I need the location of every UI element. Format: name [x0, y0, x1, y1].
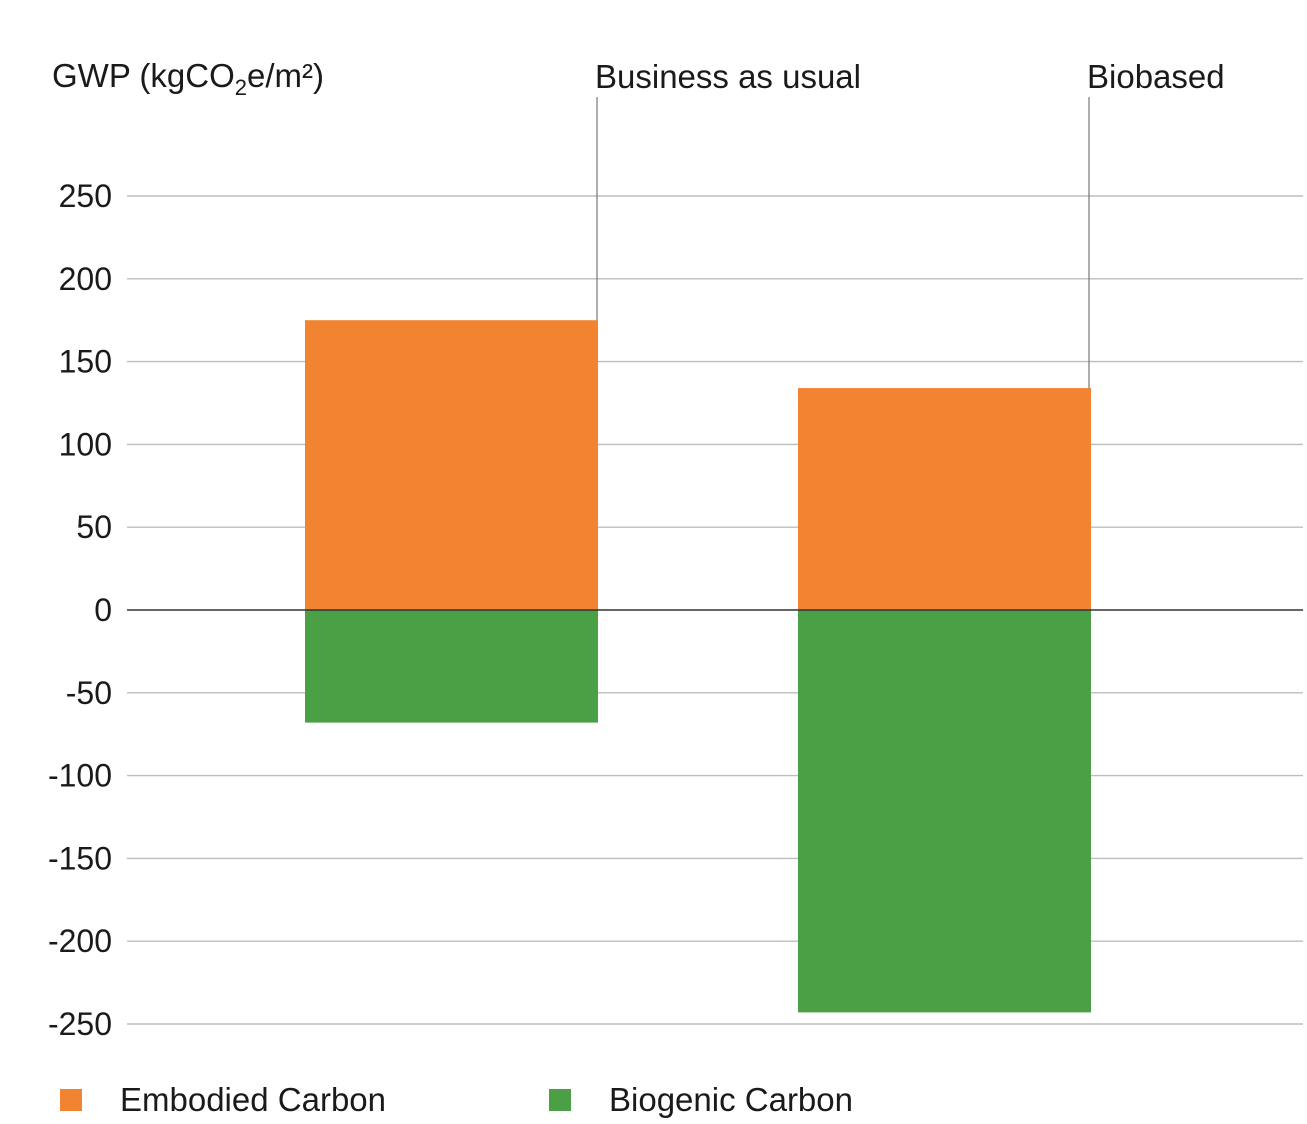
legend-item-biogenic: Biogenic Carbon [549, 1080, 853, 1120]
y-tick-label: 250 [59, 178, 112, 214]
bar-embodied-carbon-1 [798, 388, 1091, 610]
legend-item-embodied: Embodied Carbon [60, 1080, 386, 1120]
y-axis-title-subscript: 2 [234, 75, 247, 100]
bar-embodied-carbon-0 [305, 320, 598, 610]
y-tick-label: -200 [48, 923, 112, 959]
y-tick-label: 50 [76, 509, 112, 545]
y-tick-label: 200 [59, 261, 112, 297]
y-axis-title: GWP (kgCO2e/m²) [52, 56, 324, 100]
y-axis-title-main: GWP (kgCO [52, 57, 235, 94]
category-label-1: Biobased [1087, 58, 1225, 95]
y-tick-label: -100 [48, 758, 112, 794]
bar-biogenic-carbon-1 [798, 610, 1091, 1013]
legend-swatch-embodied [60, 1089, 82, 1111]
y-tick-label: -50 [66, 675, 112, 711]
bar-biogenic-carbon-0 [305, 610, 598, 723]
y-tick-label: 100 [59, 426, 112, 462]
legend-label-biogenic: Biogenic Carbon [609, 1081, 853, 1118]
y-tick-label: -250 [48, 1006, 112, 1042]
category-labels: Business as usual Biobased [595, 58, 1225, 95]
legend-label-embodied: Embodied Carbon [120, 1081, 386, 1118]
y-tick-label: 0 [94, 592, 112, 628]
category-label-0: Business as usual [595, 58, 861, 95]
y-axis-title-tail: e/m²) [247, 57, 324, 94]
legend-swatch-biogenic [549, 1089, 571, 1111]
bars [305, 320, 1091, 1013]
y-tick-label: 150 [59, 344, 112, 380]
y-tick-label: -150 [48, 840, 112, 876]
category-leader-lines [596, 97, 1090, 389]
y-tick-labels: 250 200 150 100 50 0 -50 -100 -150 -200 -250 [48, 178, 112, 1042]
